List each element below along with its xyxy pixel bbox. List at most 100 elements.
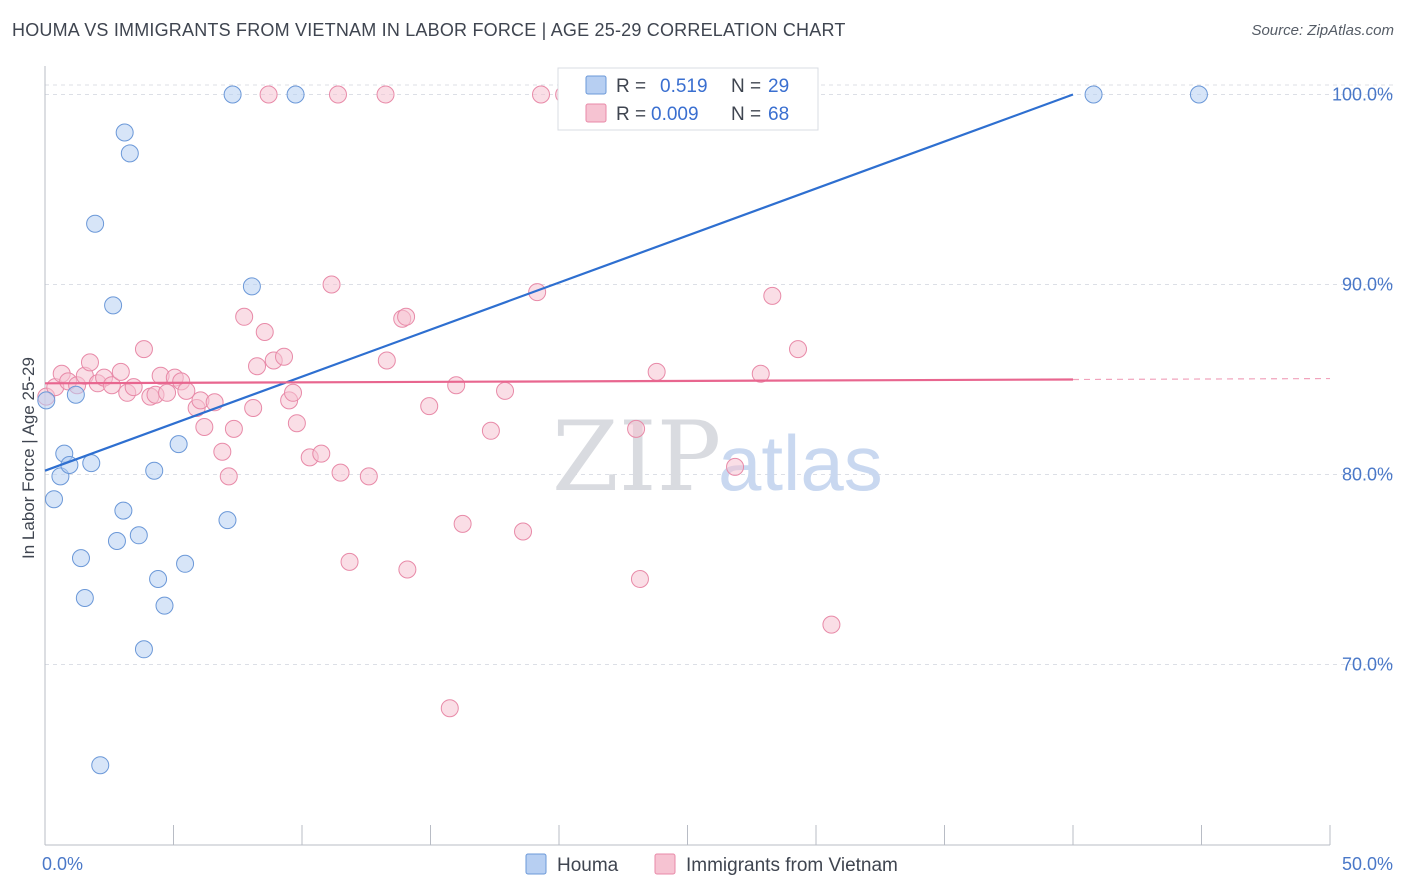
bottom-legend-swatch-houma	[525, 853, 547, 875]
data-point	[627, 419, 646, 438]
data-point	[149, 570, 168, 588]
trend-lines	[44, 93, 1331, 472]
data-point	[398, 560, 417, 579]
legend-r-value-houma: 0.519	[660, 76, 708, 97]
data-point	[481, 421, 500, 440]
data-point	[219, 467, 238, 486]
data-point	[312, 444, 331, 463]
watermark-atlas: atlas	[718, 419, 883, 507]
bottom-legend-label-houma: Houma	[557, 855, 619, 876]
data-point	[420, 397, 439, 416]
data-point	[145, 461, 164, 480]
x-tick-labels: 0.0% 50.0%	[42, 854, 1393, 874]
data-point	[532, 85, 551, 104]
legend-swatch-vietnam	[585, 103, 607, 123]
data-point	[86, 214, 105, 233]
data-point	[287, 414, 306, 433]
data-point	[822, 615, 841, 634]
y-tick-label: 100.0%	[1332, 85, 1393, 105]
source-note: Source: ZipAtlas.com	[1251, 22, 1394, 39]
data-point	[169, 435, 188, 454]
data-point	[248, 357, 267, 376]
bottom-legend-label-vietnam: Immigrants from Vietnam	[686, 855, 898, 876]
data-point	[789, 340, 808, 359]
data-point	[104, 296, 123, 315]
data-point	[1189, 85, 1208, 104]
data-point	[359, 467, 378, 486]
data-point	[242, 277, 261, 296]
data-point	[134, 640, 153, 659]
series-immigrants-points	[37, 85, 841, 718]
data-point	[129, 526, 148, 545]
data-point	[259, 85, 278, 104]
data-point	[397, 307, 416, 326]
data-point	[286, 85, 305, 104]
data-point	[134, 340, 153, 359]
data-point	[37, 391, 56, 410]
correlation-legend: R = 0.519 N = 29 R = 0.009 N = 68	[557, 67, 819, 131]
data-point	[224, 419, 243, 438]
data-point	[91, 756, 110, 775]
data-point	[124, 378, 143, 397]
data-point	[66, 385, 85, 404]
series-houma-points	[37, 85, 1208, 775]
axes	[44, 66, 1331, 846]
data-point	[120, 144, 139, 163]
data-point	[244, 399, 263, 417]
data-point	[514, 522, 533, 541]
data-point	[114, 501, 133, 520]
x-tick-label: 50.0%	[1342, 854, 1393, 874]
data-point	[331, 463, 350, 482]
data-point	[496, 381, 515, 400]
legend-swatch-houma	[585, 75, 607, 95]
data-point	[528, 283, 547, 302]
data-point	[340, 552, 359, 571]
grid-lines	[45, 84, 1394, 665]
legend-r-value-vietnam: 0.009	[651, 104, 699, 125]
data-point	[376, 85, 395, 104]
y-tick-labels: 70.0% 80.0% 90.0% 100.0%	[1332, 85, 1393, 675]
data-point	[284, 383, 303, 402]
data-point	[763, 286, 782, 305]
data-point	[630, 570, 649, 588]
watermark: ZIP atlas	[552, 401, 883, 513]
data-point	[751, 364, 770, 383]
y-tick-label: 90.0%	[1342, 275, 1393, 295]
data-point	[176, 554, 195, 573]
data-point	[377, 351, 396, 370]
data-point	[44, 490, 63, 509]
data-point	[213, 442, 232, 461]
trend-line	[44, 93, 1074, 472]
series-legend: Houma Immigrants from Vietnam	[525, 853, 898, 876]
y-axis-title: In Labor Force | Age 25-29	[19, 357, 38, 559]
bottom-legend-swatch-vietnam	[654, 853, 676, 875]
chart-title: HOUMA VS IMMIGRANTS FROM VIETNAM IN LABO…	[12, 20, 846, 40]
legend-n-label-houma: N =	[731, 76, 761, 97]
y-tick-label: 80.0%	[1342, 465, 1393, 485]
legend-n-value-houma: 29	[768, 76, 789, 97]
data-point	[71, 549, 90, 568]
data-point	[235, 307, 254, 326]
data-point	[322, 275, 341, 294]
data-point	[82, 454, 101, 473]
data-point	[328, 85, 347, 104]
legend-r-label-vietnam: R =	[616, 104, 646, 125]
data-point	[75, 589, 94, 607]
data-point	[102, 376, 121, 395]
legend-n-label-vietnam: N =	[731, 104, 761, 125]
trend-line	[44, 378, 1074, 385]
data-point	[107, 532, 126, 550]
data-point	[115, 123, 134, 142]
data-point	[447, 376, 466, 395]
data-point	[275, 347, 294, 366]
data-point	[1084, 85, 1103, 104]
data-point	[218, 511, 237, 530]
data-point	[726, 457, 745, 476]
data-point	[453, 514, 472, 533]
data-point	[80, 353, 99, 372]
data-point	[195, 418, 214, 436]
legend-r-label-houma: R =	[616, 76, 646, 97]
watermark-zip: ZIP	[552, 401, 721, 513]
data-point	[158, 383, 177, 402]
